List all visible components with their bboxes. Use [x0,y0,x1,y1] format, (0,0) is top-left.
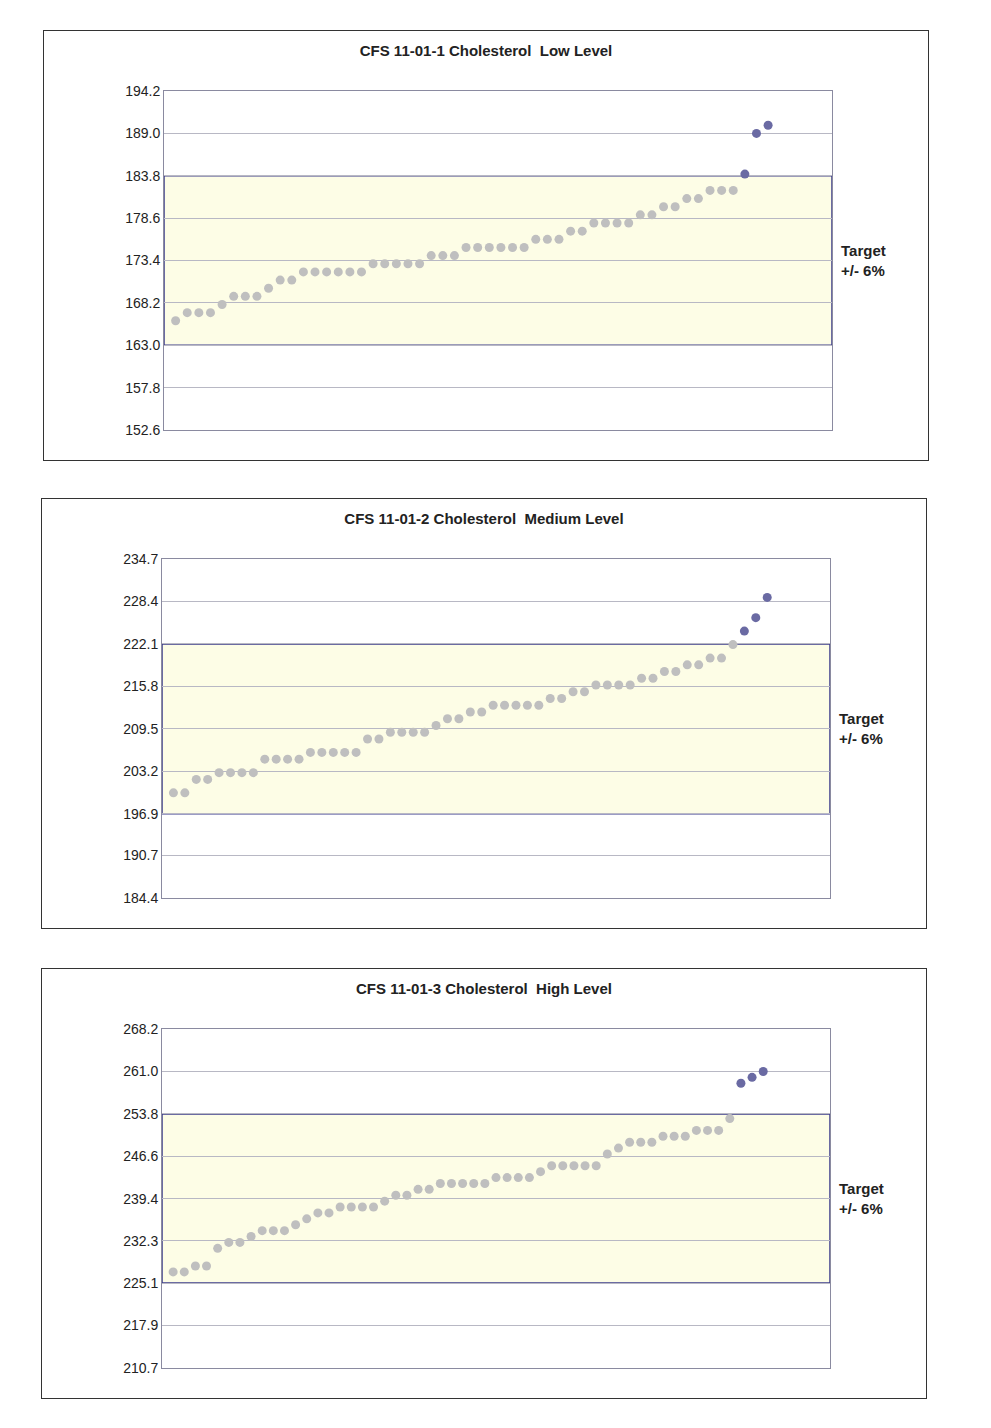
svg-text:Target+/- 6%: Target+/- 6% [841,242,886,279]
svg-text:168.2: 168.2 [125,295,160,311]
svg-text:Target+/- 6%: Target+/- 6% [839,710,884,747]
svg-text:232.3: 232.3 [123,1233,158,1249]
svg-text:210.7: 210.7 [123,1360,158,1376]
svg-text:239.4: 239.4 [123,1191,158,1207]
svg-text:184.4: 184.4 [123,890,158,906]
svg-text:246.6: 246.6 [123,1148,158,1164]
svg-text:222.1: 222.1 [123,636,158,652]
svg-text:209.5: 209.5 [123,721,158,737]
svg-text:CFS 11-01-1 Cholesterol Low L: CFS 11-01-1 Cholesterol Low Level [360,42,613,59]
svg-text:CFS 11-01-3 Cholesterol High: CFS 11-01-3 Cholesterol High Level [356,980,612,997]
svg-text:152.6: 152.6 [125,422,160,438]
svg-text:203.2: 203.2 [123,763,158,779]
svg-text:178.6: 178.6 [125,210,160,226]
svg-text:268.2: 268.2 [123,1021,158,1037]
svg-text:194.2: 194.2 [125,83,160,99]
svg-text:189.0: 189.0 [125,125,160,141]
svg-text:157.8: 157.8 [125,380,160,396]
svg-text:173.4: 173.4 [125,252,160,268]
svg-text:261.0: 261.0 [123,1063,158,1079]
svg-text:190.7: 190.7 [123,847,158,863]
svg-text:Target+/- 6%: Target+/- 6% [839,1180,884,1217]
svg-text:225.1: 225.1 [123,1275,158,1291]
svg-text:234.7: 234.7 [123,551,158,567]
svg-text:217.9: 217.9 [123,1317,158,1333]
svg-text:183.8: 183.8 [125,168,160,184]
svg-text:253.8: 253.8 [123,1106,158,1122]
svg-text:228.4: 228.4 [123,593,158,609]
svg-text:CFS 11-01-2 Cholesterol Mediu: CFS 11-01-2 Cholesterol Medium Level [344,510,623,527]
svg-text:163.0: 163.0 [125,337,160,353]
svg-text:196.9: 196.9 [123,806,158,822]
svg-text:215.8: 215.8 [123,678,158,694]
